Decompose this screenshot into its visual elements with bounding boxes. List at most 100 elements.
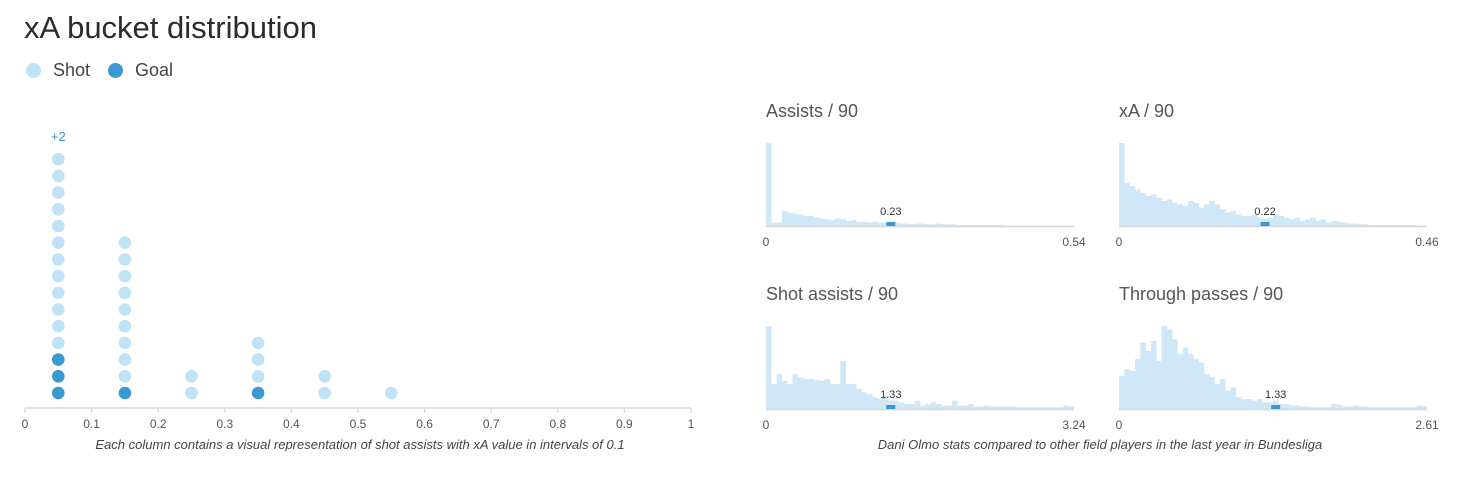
histogram-bar xyxy=(989,406,995,409)
histogram-bar xyxy=(1352,405,1359,409)
histogram-bar xyxy=(1235,214,1242,226)
histogram-bar xyxy=(1379,407,1385,409)
histogram-bar xyxy=(898,223,905,226)
histogram-bar xyxy=(967,225,974,226)
shot-dot xyxy=(185,386,198,400)
histogram-bar xyxy=(866,394,873,409)
histogram-bar xyxy=(1336,404,1343,409)
histogram-bar xyxy=(904,404,910,409)
shot-dot xyxy=(52,336,65,350)
shot-dot xyxy=(251,336,265,350)
histogram-bar xyxy=(797,377,804,409)
shot-dot xyxy=(118,319,132,333)
histogram-bar xyxy=(845,221,852,226)
goal-dot xyxy=(52,353,65,366)
histogram-bar xyxy=(973,225,979,226)
histogram-bar xyxy=(983,405,990,409)
mini-chart-title-shot-assists: Shot assists / 90 xyxy=(766,284,899,304)
x-tick-label: 0.5 xyxy=(350,417,367,431)
histogram-bar xyxy=(1145,350,1152,409)
histogram-bar xyxy=(1288,219,1295,226)
histogram-4: 1.33 0 2.61 xyxy=(1116,326,1439,432)
x-tick-label: 0.9 xyxy=(616,417,633,431)
histogram-bar xyxy=(1124,182,1130,226)
shot-dot xyxy=(52,236,65,249)
histogram-bar xyxy=(829,220,836,226)
histogram-bar xyxy=(877,222,884,226)
goal-dot xyxy=(118,386,132,400)
legend-swatch-shot xyxy=(26,63,41,78)
histogram-bar xyxy=(1416,405,1422,409)
legend: Shot Goal xyxy=(26,60,191,81)
histogram-bar xyxy=(1219,209,1226,226)
player-value-label: 0.22 xyxy=(1254,206,1275,218)
histogram-bar xyxy=(1150,340,1157,409)
histogram-3: 1.33 0 3.24 xyxy=(763,326,1086,432)
x-max-label: 0.46 xyxy=(1415,235,1439,249)
x-tick-label: 0.2 xyxy=(150,417,167,431)
histogram-bar xyxy=(824,379,831,409)
histogram-bar xyxy=(1294,217,1300,226)
histogram-bar xyxy=(888,400,894,409)
shot-dot xyxy=(118,269,132,283)
shot-dot xyxy=(52,253,65,266)
histogram-bar xyxy=(1209,377,1215,409)
shot-dot xyxy=(118,370,132,383)
histogram-bar xyxy=(1283,217,1290,226)
histogram-bar xyxy=(1246,399,1253,409)
histogram-bar xyxy=(1310,217,1316,226)
histogram-bar xyxy=(1036,407,1043,409)
histogram-bar xyxy=(1405,407,1412,409)
histogram-bar xyxy=(1203,204,1210,226)
histogram-bar xyxy=(1288,405,1295,409)
legend-item-shot: Shot xyxy=(26,60,90,81)
histogram-bar xyxy=(1315,221,1322,226)
dot-chart-caption: Each column contains a visual representa… xyxy=(95,437,625,452)
shot-dot xyxy=(52,186,65,199)
histogram-bar xyxy=(1156,360,1162,409)
histogram-bar xyxy=(1363,224,1369,226)
histogram-bar xyxy=(1145,196,1152,226)
shot-dot xyxy=(118,353,132,366)
histogram-bar xyxy=(1166,199,1173,226)
histogram-bar xyxy=(1193,359,1199,409)
x-tick-label: 0.6 xyxy=(416,417,433,431)
histogram-bar xyxy=(1421,406,1428,409)
histogram-bar xyxy=(1031,407,1038,409)
player-marker xyxy=(886,222,896,226)
histogram-bar xyxy=(1241,399,1247,409)
histogram-bar xyxy=(1400,407,1407,409)
histogram-bar xyxy=(771,384,777,409)
shot-dot xyxy=(118,303,132,316)
histogram-bar xyxy=(787,212,793,226)
player-value-label: 1.33 xyxy=(1265,389,1286,401)
histogram-bar xyxy=(882,395,889,409)
histogram-bar xyxy=(999,225,1006,226)
histogram-bar xyxy=(1320,407,1327,409)
histogram-bar xyxy=(1315,407,1322,409)
histogram-bar xyxy=(797,214,804,226)
histogram-bar xyxy=(850,384,857,409)
histogram-bar xyxy=(1251,400,1258,409)
overflow-label: +2 xyxy=(51,129,66,144)
histogram-bar xyxy=(776,222,783,226)
histogram-bar xyxy=(813,379,820,409)
histogram-bar xyxy=(1357,224,1364,226)
histogram-bar xyxy=(893,222,900,226)
histogram-bar xyxy=(1203,374,1210,409)
histogram-bar xyxy=(935,223,942,226)
histogram-bar xyxy=(1052,407,1059,409)
histogram-bar xyxy=(813,217,820,226)
x-tick-label: 0.8 xyxy=(549,417,566,431)
histogram-bar xyxy=(1161,201,1168,226)
x-tick-label: 0 xyxy=(22,417,29,431)
histogram-bar xyxy=(766,143,772,226)
player-marker xyxy=(1271,405,1281,409)
histogram-bar xyxy=(1214,384,1221,409)
histogram-bar xyxy=(1134,189,1141,226)
shot-dot xyxy=(251,353,265,366)
histogram-bar xyxy=(1267,217,1274,226)
histogram-bar xyxy=(1363,406,1369,409)
histogram-bar xyxy=(803,379,809,409)
histogram-bar xyxy=(1020,407,1027,409)
